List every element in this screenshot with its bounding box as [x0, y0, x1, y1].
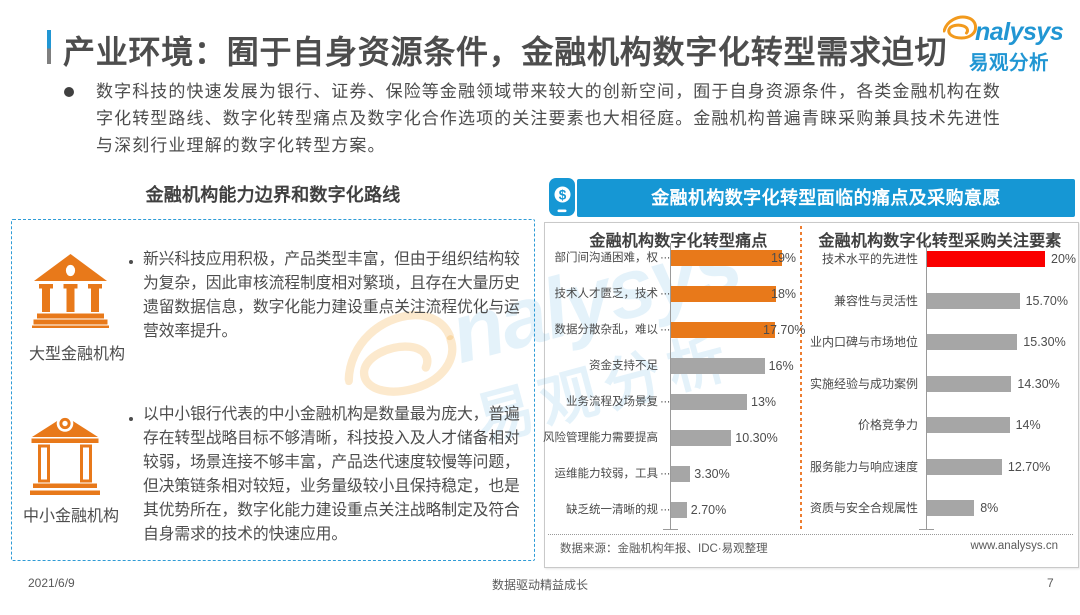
- svg-text:$: $: [559, 188, 567, 203]
